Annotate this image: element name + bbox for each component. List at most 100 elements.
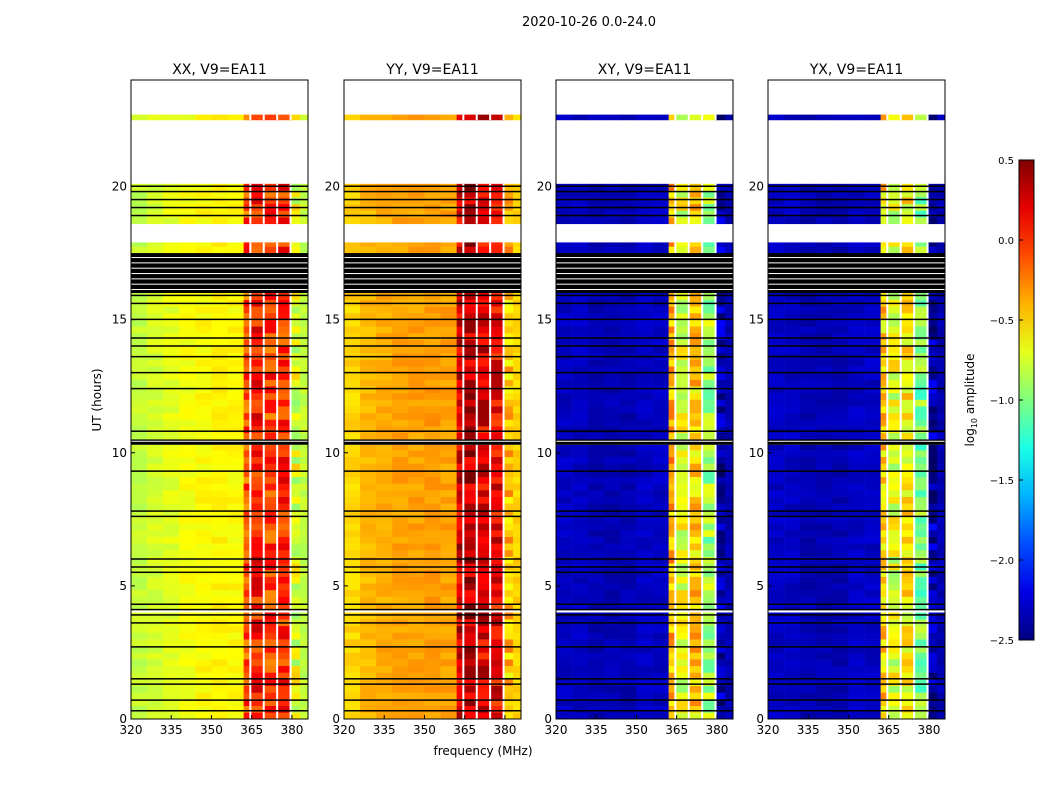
- heatmap-cell: [556, 483, 573, 491]
- heatmap-cell: [880, 509, 888, 517]
- heatmap-cell: [392, 652, 409, 660]
- heatmap-cell: [715, 476, 726, 484]
- heatmap-cell: [668, 490, 676, 497]
- heatmap-cell: [463, 306, 478, 314]
- heatmap-cell: [360, 576, 377, 584]
- heatmap-cell: [927, 536, 938, 544]
- heatmap-cell: [848, 306, 865, 314]
- heatmap-cell: [768, 463, 785, 471]
- heatmap-cell: [456, 217, 464, 225]
- heatmap-cell: [724, 596, 734, 604]
- heatmap-cell: [376, 476, 393, 484]
- heatmap-cell: [179, 645, 196, 653]
- heatmap-cell: [263, 450, 278, 458]
- heatmap-cell: [211, 569, 228, 577]
- heatmap-cell: [299, 372, 309, 380]
- heatmap-cell: [936, 392, 946, 400]
- heatmap-cell: [131, 312, 148, 320]
- heatmap-cell: [620, 183, 637, 191]
- heatmap-cell: [503, 625, 514, 633]
- heatmap-cell: [408, 399, 425, 407]
- heatmap-cell: [243, 319, 251, 327]
- heatmap-cell: [476, 419, 491, 427]
- heatmap-cell: [864, 419, 881, 427]
- heatmap-cell: [887, 536, 902, 544]
- heatmap-cell: [503, 217, 514, 225]
- heatmap-cell: [604, 463, 621, 471]
- heatmap-cell: [476, 379, 491, 387]
- heatmap-cell: [392, 197, 409, 205]
- heatmap-cell: [408, 543, 425, 551]
- heatmap-cell: [179, 529, 196, 537]
- channel-gap: [502, 242, 505, 254]
- heatmap-cell: [195, 639, 212, 647]
- heatmap-cell: [848, 503, 865, 511]
- heatmap-cell: [588, 659, 605, 667]
- heatmap-cell: [572, 246, 589, 254]
- heatmap-cell: [512, 509, 522, 517]
- heatmap-cell: [784, 589, 801, 597]
- heatmap-cell: [688, 665, 703, 673]
- heatmap-cell: [652, 692, 669, 700]
- heatmap-cell: [927, 625, 938, 633]
- heatmap-cell: [715, 672, 726, 680]
- heatmap-cell: [588, 246, 605, 254]
- heatmap-cell: [277, 326, 291, 334]
- heatmap-cell: [652, 399, 669, 407]
- heatmap-cell: [864, 306, 881, 314]
- heatmap-cell: [572, 490, 589, 497]
- heatmap-cell: [512, 639, 522, 647]
- heatmap-cell: [277, 645, 291, 653]
- heatmap-cell: [463, 603, 478, 611]
- heatmap-cell: [887, 679, 902, 687]
- heatmap-cell: [463, 476, 478, 484]
- heatmap-cell: [408, 589, 425, 597]
- heatmap-cell: [620, 210, 637, 218]
- heatmap-cell: [588, 529, 605, 537]
- heatmap-cell: [848, 470, 865, 478]
- heatmap-cell: [392, 699, 409, 706]
- heatmap-cell: [243, 612, 251, 620]
- heatmap-cell: [652, 659, 669, 667]
- heatmap-cell: [476, 549, 491, 557]
- heatmap-cell: [914, 426, 928, 434]
- heatmap-cell: [572, 536, 589, 544]
- heatmap-cell: [243, 625, 251, 633]
- heatmap-cell: [227, 483, 244, 491]
- heatmap-cell: [263, 183, 278, 191]
- heatmap-cell: [675, 596, 690, 604]
- heatmap-cell: [277, 379, 291, 387]
- heatmap-cell: [880, 692, 888, 700]
- heatmap-cell: [572, 603, 589, 611]
- heatmap-cell: [299, 197, 309, 205]
- heatmap-cell: [243, 639, 251, 647]
- heatmap-cell: [211, 379, 228, 387]
- y-tick-label: 20: [537, 180, 552, 194]
- heatmap-cell: [936, 490, 946, 497]
- heatmap-cell: [250, 639, 265, 647]
- heatmap-cell: [490, 612, 504, 620]
- heatmap-cell: [715, 432, 726, 440]
- heatmap-cell: [880, 712, 888, 720]
- heatmap-cell: [211, 589, 228, 597]
- heatmap-cell: [243, 549, 251, 557]
- heatmap-cell: [392, 392, 409, 400]
- heatmap-cell: [668, 242, 676, 247]
- heatmap-cell: [131, 625, 148, 633]
- heatmap-cell: [675, 246, 690, 254]
- heatmap-cell: [768, 346, 785, 354]
- heatmap-cell: [476, 659, 491, 667]
- heatmap-cell: [880, 463, 888, 471]
- heatmap-cell: [936, 483, 946, 491]
- heatmap-cell: [211, 419, 228, 427]
- heatmap-cell: [880, 603, 888, 611]
- heatmap-cell: [784, 366, 801, 374]
- heatmap-cell: [880, 419, 888, 427]
- heatmap-cell: [936, 326, 946, 334]
- heatmap-cell: [900, 412, 915, 420]
- heatmap-cell: [360, 692, 377, 700]
- heatmap-cell: [880, 596, 888, 604]
- heatmap-cell: [900, 450, 915, 458]
- heatmap-cell: [250, 659, 265, 667]
- heatmap-cell: [864, 645, 881, 653]
